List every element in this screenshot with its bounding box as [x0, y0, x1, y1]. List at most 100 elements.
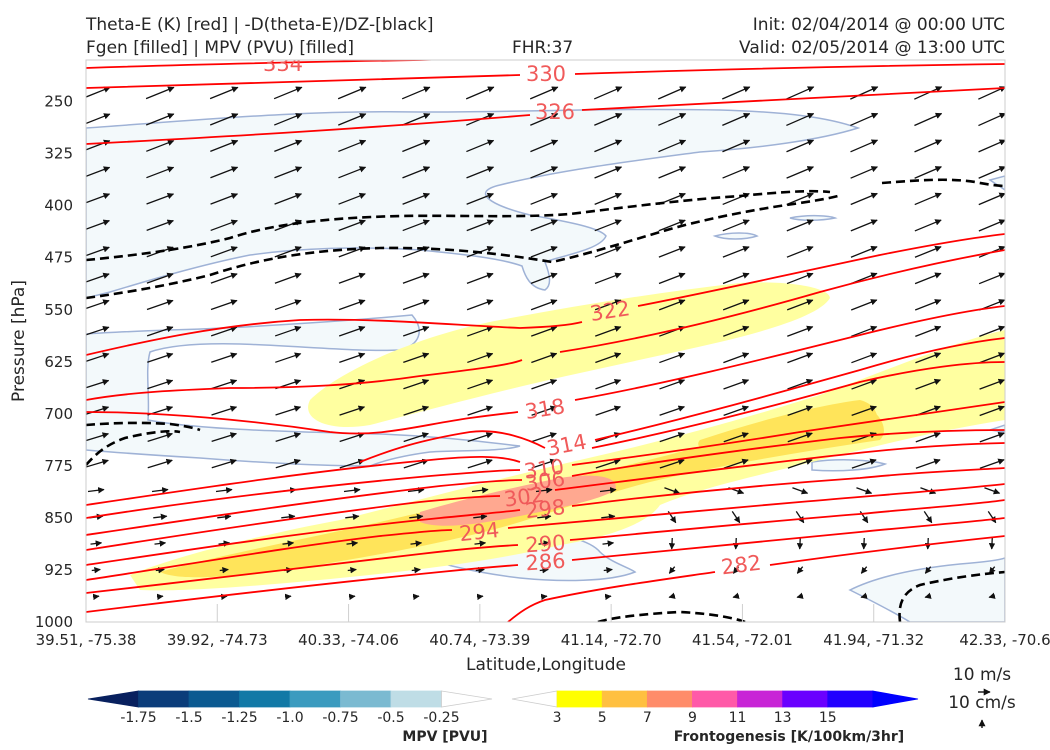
contour-label-294: 294: [458, 518, 500, 546]
wind-vector: [145, 113, 175, 126]
wind-vector: [146, 192, 175, 205]
x-tick-label: 39.51, -75.38: [36, 631, 137, 649]
wind-vector: [343, 487, 361, 494]
wind-vector: [988, 537, 996, 550]
wind-vector: [979, 405, 1005, 417]
wind-vector: [146, 166, 175, 179]
y-axis-label: Pressure [hPa]: [9, 280, 29, 402]
wind-vector: [402, 166, 431, 179]
wind-vector: [147, 352, 174, 363]
wind-vector: [86, 352, 110, 362]
wind-vector: [722, 219, 750, 232]
wind-vector: [978, 166, 1005, 179]
colorbar-segment: [827, 690, 874, 708]
wind-vector: [282, 540, 295, 547]
colorbar-segment: [239, 690, 291, 708]
forecast-hour: FHR:37: [512, 38, 574, 58]
wind-vector: [786, 272, 814, 285]
wind-vector: [209, 113, 239, 126]
wind-vector: [530, 219, 558, 232]
wind-vector: [722, 166, 751, 179]
colorbar-segment: [511, 690, 558, 708]
wind-vectors: [86, 86, 1005, 601]
wind-vector: [86, 458, 109, 468]
colorbar-segment: [390, 690, 442, 708]
wind-vector: [657, 86, 687, 100]
mpv-region-upper: [86, 108, 861, 299]
wind-vector: [722, 86, 751, 100]
wind-vector: [147, 432, 173, 442]
valid-time: Valid: 02/05/2014 @ 13:00 UTC: [739, 38, 1005, 58]
wind-vector: [915, 432, 941, 443]
colorbar-segment: [441, 690, 493, 708]
wind-vector: [345, 513, 360, 521]
colorbar-tick-label: 13: [774, 710, 792, 726]
wind-vector: [530, 246, 558, 258]
colorbar-tick-label: -1.75: [120, 710, 156, 726]
wind-vector: [211, 352, 238, 363]
wind-vector: [86, 166, 111, 177]
fgen-colorbar: [511, 690, 919, 708]
wind-vector: [337, 86, 367, 100]
wind-vector: [467, 458, 493, 469]
colorbar-tick-label: -0.75: [322, 710, 358, 726]
wind-vector: [659, 405, 685, 416]
wind-vector: [787, 432, 813, 443]
colorbar-segment: [87, 690, 139, 708]
y-axis-ticks: 250 325 400 475 550 625 700 775 850 925 1000: [35, 93, 73, 631]
wind-vector: [530, 139, 559, 153]
colorbar-segment: [138, 690, 190, 708]
x-tick-label: 39.92, -74.73: [167, 631, 268, 649]
wind-vector: [86, 325, 110, 336]
wind-vector: [274, 325, 302, 337]
dthetae-contour-5: [86, 429, 181, 466]
theta-e-contour-322b: [86, 249, 1005, 401]
wind-vector: [475, 566, 485, 574]
wind-vector: [795, 510, 805, 524]
wind-vector: [914, 272, 942, 285]
wind-vector: [339, 405, 366, 416]
wind-vector: [275, 405, 302, 416]
colorbar-segment: [556, 690, 603, 708]
dthetae-contour-4: [86, 421, 201, 432]
wind-vector: [786, 192, 814, 206]
wind-vector: [915, 325, 942, 337]
wind-vector: [796, 537, 804, 550]
wind-vector: [407, 487, 425, 494]
wind-vector: [594, 139, 623, 153]
x-tick-label: 40.74, -73.39: [429, 631, 530, 649]
wind-vector: [659, 352, 686, 364]
wind-vector: [146, 272, 174, 284]
wind-vector: [273, 86, 303, 100]
wind-vector: [723, 458, 749, 469]
wind-vector: [531, 325, 558, 337]
wind-vector: [338, 113, 367, 126]
wind-vector: [860, 566, 868, 574]
wind-vector: [471, 487, 489, 494]
wind-vector: [914, 112, 943, 127]
wind-vector: [595, 352, 622, 364]
wind-vector: [787, 325, 814, 337]
contour-label-310: 310: [523, 454, 566, 483]
contour-label-330: 330: [526, 62, 566, 86]
theta-e-contours: [86, 60, 1005, 622]
wind-vector: [987, 510, 997, 524]
wind-vector: [338, 299, 366, 311]
x-tick-label: 41.54, -72.01: [692, 631, 793, 649]
wind-vector: [210, 272, 238, 284]
wind-vector: [658, 219, 686, 232]
wind-vector: [915, 378, 942, 390]
wind-vector: [851, 352, 878, 364]
wind-vector: [594, 272, 622, 285]
wind-vector: [146, 139, 175, 152]
wind-vector: [850, 86, 879, 100]
wind-vector: [594, 299, 622, 311]
wind-vector: [402, 299, 430, 311]
wind-vector: [86, 86, 111, 98]
wind-vector: [787, 458, 813, 469]
wind-vector: [86, 272, 110, 283]
wind-vector: [539, 566, 549, 574]
colorbar-tick-label: -0.25: [423, 710, 459, 726]
wind-vector: [787, 378, 814, 390]
wind-vector: [540, 593, 548, 601]
